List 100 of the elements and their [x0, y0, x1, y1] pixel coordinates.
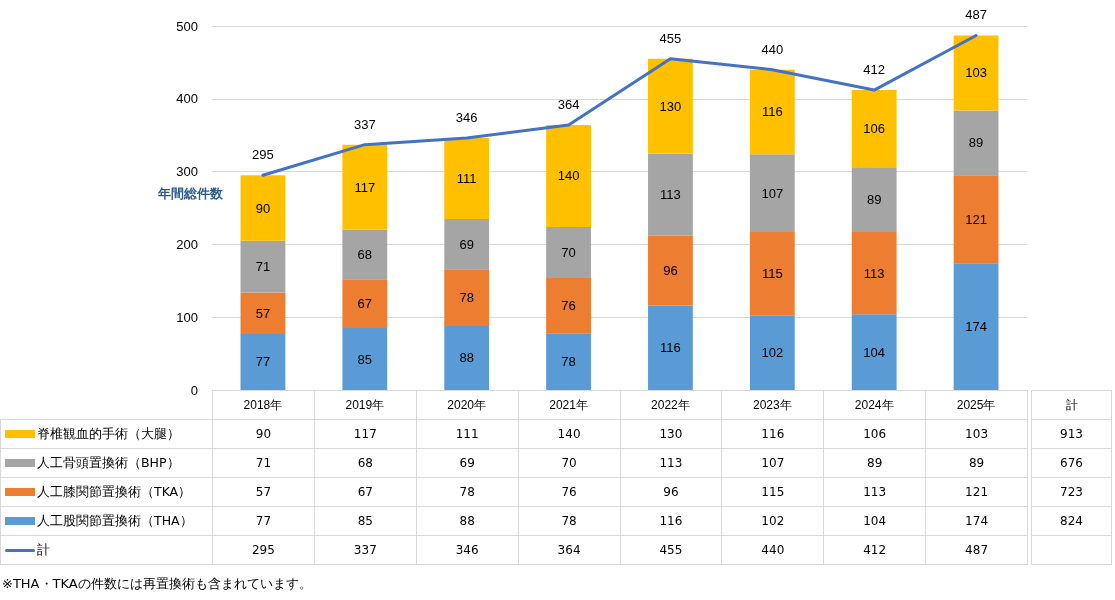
text: 117 — [354, 179, 376, 195]
text: 68 — [357, 247, 373, 263]
bar — [444, 269, 490, 326]
data-label: 174 — [925, 506, 1028, 536]
bar — [444, 325, 490, 390]
y-tick-label: 200 — [176, 236, 198, 252]
data-label: 68 — [314, 448, 417, 478]
bar — [240, 240, 286, 293]
text: 824 — [1031, 506, 1112, 536]
data-label: 140 — [518, 419, 620, 449]
y-axis-title: 年間総件数 — [158, 185, 223, 203]
legend-label: 人工膝関節置換術（TKA） — [0, 477, 213, 507]
data-label: 364 — [518, 535, 620, 565]
text: 487 — [965, 7, 987, 23]
data-label: 89 — [925, 448, 1028, 478]
text: 113 — [660, 187, 681, 203]
bar — [342, 144, 388, 230]
text: 723 — [1031, 477, 1112, 507]
text: 130 — [659, 98, 682, 114]
text: 78 — [561, 354, 576, 370]
bar — [749, 69, 795, 155]
text: 69 — [459, 236, 474, 252]
legend-label: 人工股関節置換術（THA） — [0, 506, 213, 536]
data-label: 67 — [314, 477, 417, 507]
data-label: 116 — [620, 506, 722, 536]
text: 121 — [965, 211, 987, 227]
legend-label: 計 — [0, 535, 213, 565]
data-label: 76 — [518, 477, 620, 507]
text: 89 — [968, 135, 984, 151]
bar — [953, 110, 999, 176]
data-label: 88 — [416, 506, 519, 536]
y-tick-label: 0 — [190, 382, 198, 398]
text: 337 — [353, 116, 376, 132]
x-tick-label: 2023年 — [752, 398, 792, 412]
bar — [648, 235, 693, 306]
bar — [851, 232, 897, 315]
text: 116 — [660, 340, 681, 356]
bar — [444, 218, 490, 270]
bar — [444, 138, 490, 219]
text: 440 — [761, 41, 784, 57]
bar — [546, 125, 591, 227]
data-label: 102 — [721, 506, 824, 536]
data-label: 69 — [416, 448, 519, 478]
data-label: 130 — [620, 419, 722, 449]
data-label: 455 — [620, 535, 722, 565]
text: 71 — [255, 259, 271, 275]
data-label: 89 — [823, 448, 926, 478]
text: 346 — [455, 110, 478, 126]
bar — [342, 328, 388, 390]
data-label: 346 — [416, 535, 519, 565]
text: 57 — [255, 305, 271, 321]
bar — [749, 232, 795, 316]
data-label: 85 — [314, 506, 417, 536]
text: 90 — [255, 200, 271, 216]
text: 115 — [761, 266, 783, 282]
data-label: 115 — [721, 477, 824, 507]
bar — [546, 277, 591, 334]
text: 676 — [1031, 448, 1112, 478]
text: 89 — [866, 192, 882, 208]
text: 106 — [863, 121, 886, 137]
x-tick-label: 2024年 — [854, 398, 894, 412]
data-label: 106 — [823, 419, 926, 449]
bar — [342, 229, 388, 280]
text: 111 — [456, 171, 477, 187]
text: 88 — [459, 350, 474, 366]
data-label: 113 — [823, 477, 926, 507]
bar — [749, 315, 795, 390]
text: 104 — [863, 344, 886, 360]
data-label: 57 — [212, 477, 315, 507]
data-label: 78 — [416, 477, 519, 507]
data-label: 295 — [212, 535, 315, 565]
bar — [851, 167, 897, 233]
bar — [648, 58, 693, 154]
bar — [546, 226, 591, 278]
data-label: 113 — [620, 448, 722, 478]
data-label: 70 — [518, 448, 620, 478]
text: 140 — [557, 168, 580, 184]
text: 85 — [357, 351, 373, 367]
bar — [953, 35, 999, 111]
data-label: 412 — [823, 535, 926, 565]
data-label: 117 — [314, 419, 417, 449]
text: 113 — [863, 265, 885, 281]
data-label: 337 — [314, 535, 417, 565]
text: 102 — [761, 345, 784, 361]
text: 295 — [252, 147, 274, 163]
data-label: 103 — [925, 419, 1028, 449]
y-tick-label: 400 — [176, 91, 198, 107]
data-label: 71 — [212, 448, 315, 478]
text: 70 — [561, 244, 576, 260]
data-label: 90 — [212, 419, 315, 449]
text: 96 — [663, 263, 678, 279]
data-label: 104 — [823, 506, 926, 536]
text: 364 — [557, 97, 580, 113]
text: 455 — [659, 30, 682, 46]
bar — [240, 333, 286, 390]
data-label: 121 — [925, 477, 1028, 507]
bar — [648, 153, 693, 236]
y-tick-label: 300 — [176, 164, 198, 180]
bar — [749, 154, 795, 233]
x-tick-label: 2021年 — [549, 398, 588, 412]
